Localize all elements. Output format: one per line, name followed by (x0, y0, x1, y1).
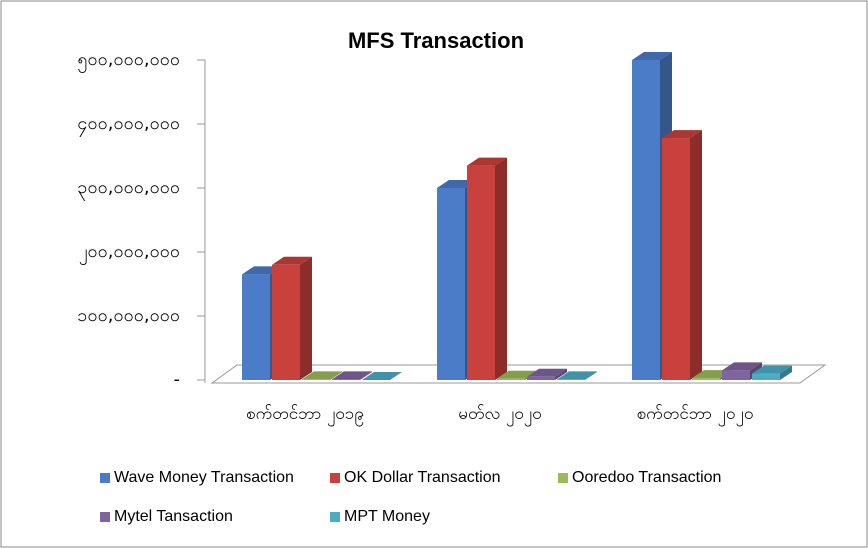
bar-side-shade (555, 368, 567, 380)
bar-top-shade (332, 371, 372, 380)
bar-top (302, 371, 342, 380)
bar (722, 370, 750, 380)
legend-label: OK Dollar Transaction (344, 469, 501, 486)
bar-side (780, 365, 792, 380)
bar-side-shade (780, 365, 792, 380)
bar-top-shade (497, 370, 537, 379)
bar-top-shade (302, 371, 342, 380)
bar (752, 373, 780, 380)
legend-swatch (330, 512, 340, 522)
legend-swatch (330, 473, 340, 483)
y-tick-label: ၃၀၀,၀၀၀,၀၀၀ (77, 177, 180, 201)
bar-top (362, 372, 402, 380)
bar (692, 378, 720, 380)
x-tick-label: စက်တင်ဘာ ၂၀၁၉ (246, 404, 364, 427)
legend-label: MPT Money (344, 508, 430, 525)
bar (332, 379, 360, 380)
bar (662, 138, 690, 380)
legend-label: Wave Money Transaction (114, 469, 294, 486)
bar (632, 60, 660, 380)
chart-title: MFS Transaction (348, 28, 524, 53)
y-tick-label: ၄၀၀,၀၀၀,၀၀၀ (77, 113, 180, 137)
x-tick-label: စက်တင်ဘာ ၂၀၂၀ (637, 404, 754, 427)
legend-label: Ooredoo Transaction (572, 469, 721, 486)
bar-top-shade (557, 371, 597, 380)
bar (557, 379, 585, 380)
bar-side-shade (585, 371, 597, 380)
bar-top-shade (272, 256, 312, 265)
bar-top (272, 256, 312, 265)
legend-label: Mytel Tansaction (114, 508, 233, 525)
bar-top (527, 368, 567, 377)
bar-top (557, 371, 597, 380)
bar-top (722, 362, 762, 371)
bar-top (467, 157, 507, 166)
y-tick-label: ၅၀၀,၀၀၀,၀၀၀ (77, 49, 180, 73)
bar-top (752, 365, 792, 374)
bar-side-shade (300, 256, 312, 380)
bar-top-shade (467, 157, 507, 166)
bar-top-shade (527, 368, 567, 377)
bar-top-shade (722, 362, 762, 371)
bar (527, 376, 555, 380)
legend-swatch (558, 473, 568, 483)
bar (302, 379, 330, 380)
bar (467, 165, 495, 380)
y-tick-label: ၂၀၀,၀၀၀,၀၀၀ (79, 241, 180, 265)
bar-top-shade (362, 372, 402, 380)
y-tick-label: - (174, 369, 181, 390)
bar (272, 264, 300, 380)
legend-swatch (100, 473, 110, 483)
bar-side (360, 371, 372, 380)
x-tick-label: မတ်လ ၂၀၂၀ (458, 404, 541, 427)
bar-side-shade (690, 130, 702, 380)
bar-side (495, 157, 507, 380)
bar (437, 188, 465, 380)
bar-top (332, 371, 372, 380)
bar-top (497, 370, 537, 379)
bar-side-shade (495, 157, 507, 380)
bar-side (690, 130, 702, 380)
legend-swatch (100, 512, 110, 522)
bar-top-shade (632, 52, 672, 60)
bar-side (330, 371, 342, 380)
bar-side-shade (360, 371, 372, 380)
bar-top (662, 130, 702, 139)
bar (242, 274, 270, 380)
bar (497, 378, 525, 380)
bar-side (300, 256, 312, 380)
bar-top-shade (662, 130, 702, 139)
bar-top (632, 52, 672, 60)
y-tick-label: ၁၀၀,၀၀၀,၀၀၀ (77, 305, 180, 326)
bar-top-shade (752, 365, 792, 374)
bar-side-shade (330, 371, 342, 380)
bar-side (585, 371, 597, 380)
bar-side (555, 368, 567, 380)
